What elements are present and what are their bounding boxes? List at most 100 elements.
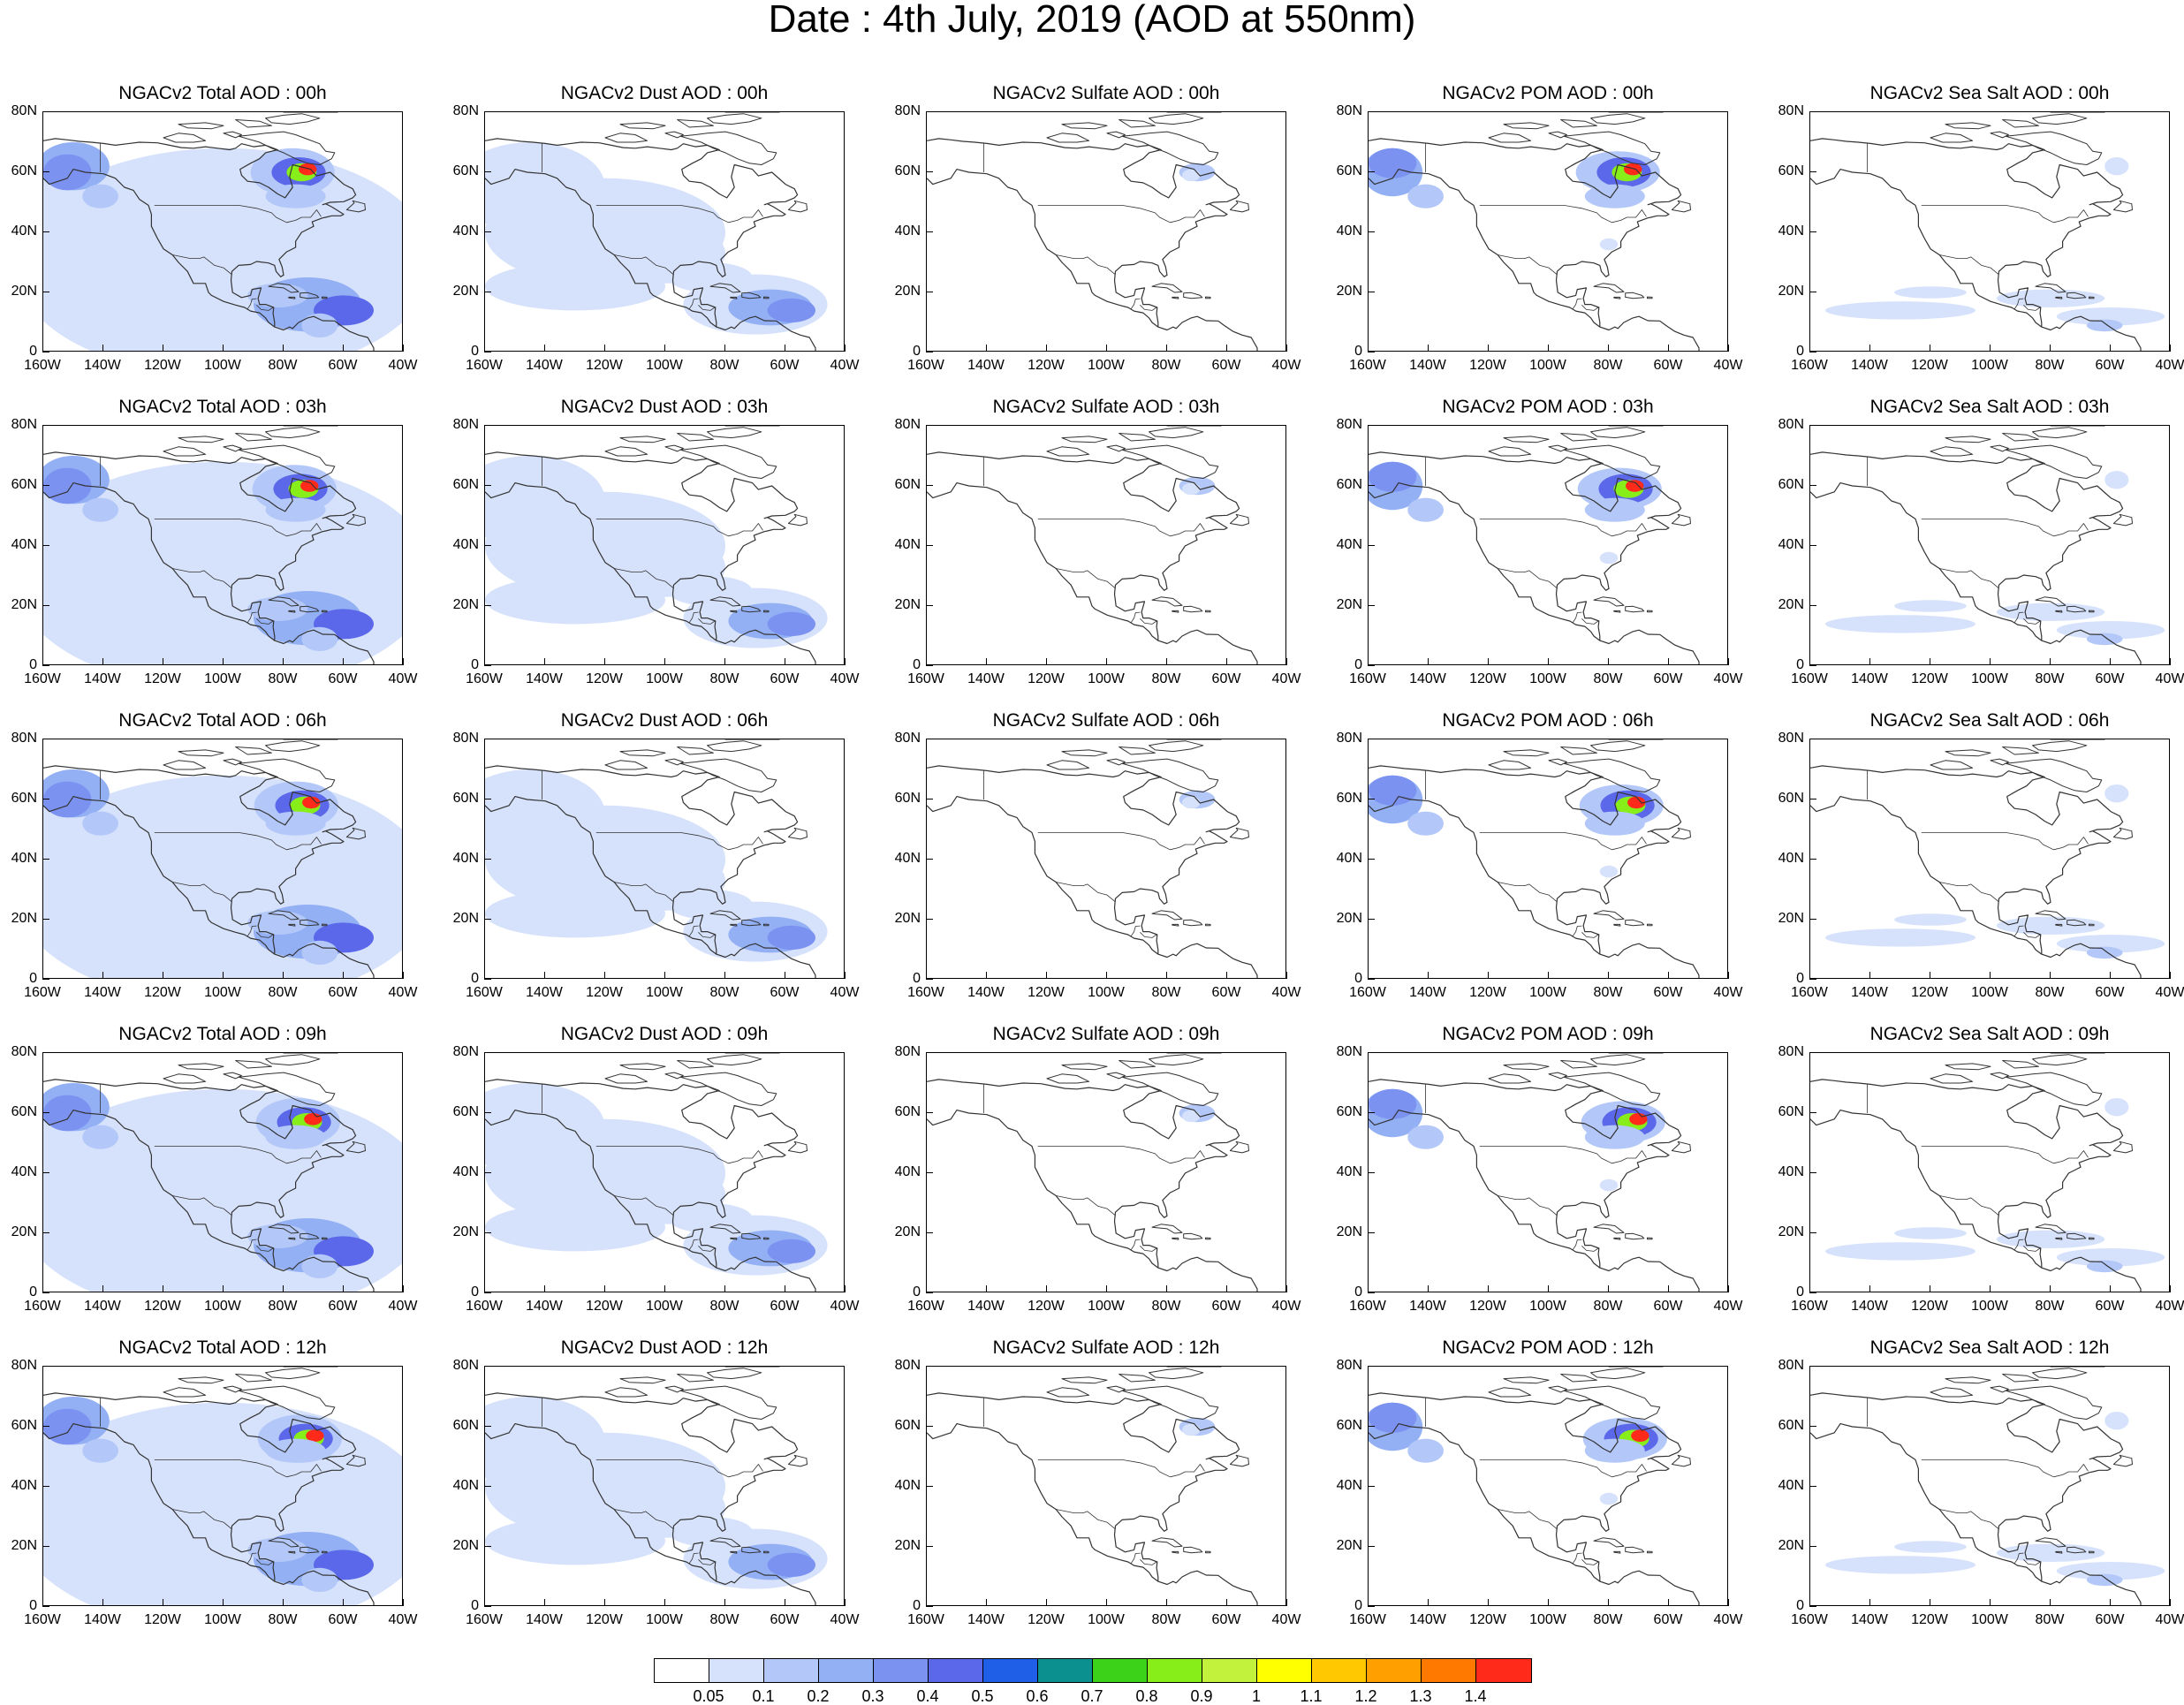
country-border [1498,1509,1558,1530]
y-tick [1368,231,1375,232]
y-tick-label: 60N [1778,791,1804,806]
x-tick-label: 160W [1791,358,1828,373]
x-tick [403,658,404,665]
country-border [688,611,699,623]
aod-shade [82,184,118,208]
aod-map [927,1053,1258,1292]
colorbar-label: 0.1 [752,1687,775,1705]
x-tick-label: 140W [84,1612,121,1627]
y-tick-label: 20N [1778,1538,1804,1553]
aod-map [1810,1367,2165,1605]
y-tick-label: 80N [1778,1358,1804,1373]
y-tick [1809,1052,1816,1053]
island-outline [2089,610,2095,613]
island-outline [619,122,666,130]
map-panel [1809,1052,2170,1292]
aod-shade [1996,916,2105,935]
x-tick-label: 100W [1971,671,2008,686]
x-tick-label: 160W [466,671,503,686]
x-tick [1226,658,1227,665]
panel-title: NGACv2 Sulfate AOD : 00h [992,83,1220,103]
island-outline [1548,1072,1567,1080]
x-tick [1368,345,1369,352]
x-tick [2050,1285,2051,1292]
y-tick [926,231,933,232]
island-outline [1560,1060,1597,1069]
y-tick [484,425,491,426]
aod-shade [1369,1088,1417,1119]
aod-shade [1629,1113,1648,1125]
island-outline [1061,1376,1108,1384]
island-outline [1061,122,1108,130]
island-outline [1172,1237,1179,1240]
y-tick-label: 20N [11,1538,37,1553]
country-border [595,832,763,851]
y-tick [1809,485,1816,486]
x-tick [926,972,927,979]
coastline [1369,481,1700,664]
x-tick-label: 80W [709,1299,739,1314]
island-outline [1205,1237,1211,1240]
aod-shade [265,497,326,522]
y-tick-label: 20N [11,597,37,612]
coastline [485,1079,799,1269]
island-outline [238,758,336,792]
x-tick [1548,972,1549,979]
island-outline [679,1072,777,1106]
x-tick-label: 160W [466,358,503,373]
island-outline [2002,1374,2039,1383]
country-border [1479,832,1647,851]
x-tick-label: 100W [204,985,241,1000]
x-tick-label: 120W [1911,358,1948,373]
y-tick [1368,171,1375,172]
panel-title: NGACv2 Sea Salt AOD : 12h [1869,1337,2110,1358]
island-outline [2032,1368,2088,1380]
x-tick [343,345,344,352]
x-tick [1286,345,1287,352]
map-panel [926,1052,1286,1292]
x-tick [283,972,284,979]
x-tick-label: 100W [204,671,241,686]
y-tick [484,859,491,860]
aod-shade [82,1125,118,1149]
x-tick-label: 140W [84,1299,121,1314]
country-border [256,305,274,311]
x-tick [1668,972,1669,979]
island-outline [2066,919,2087,927]
x-tick-label: 140W [1851,358,1888,373]
map-panel [1809,739,2170,979]
coastline [485,1422,816,1605]
y-tick-label: 60N [1778,1104,1804,1119]
y-tick-label: 60N [1336,791,1362,806]
island-outline [2066,1232,2087,1240]
aod-shade [1584,1125,1645,1149]
aod-shade [1584,184,1645,208]
x-tick-label: 80W [1151,358,1181,373]
panel-title: NGACv2 Sulfate AOD : 09h [992,1024,1220,1044]
y-tick-label: 60N [452,1418,479,1433]
aod-map [1369,739,1700,978]
island-outline [664,131,684,139]
aod-map [927,426,1258,664]
island-outline [1560,1374,1597,1383]
country-border [154,1459,322,1478]
y-tick-label: 60N [894,791,921,806]
x-tick-label: 80W [1593,1612,1623,1627]
x-tick [1286,658,1287,665]
y-tick [926,111,933,112]
x-tick [845,972,846,979]
island-outline [763,1550,770,1554]
island-outline [1930,1073,1974,1084]
aod-map [1810,426,2165,664]
x-tick [926,345,927,352]
coastline [1810,1079,2124,1269]
island-outline [1563,758,1661,792]
y-tick [1809,111,1816,112]
island-outline [1121,131,1219,165]
island-outline [2005,758,2103,792]
panel-title: NGACv2 Dust AOD : 09h [560,1024,769,1044]
y-tick-label: 40N [11,851,37,866]
aod-shade [668,1517,753,1547]
colorbar-label: 0.7 [1081,1687,1103,1705]
country-border [154,832,322,851]
